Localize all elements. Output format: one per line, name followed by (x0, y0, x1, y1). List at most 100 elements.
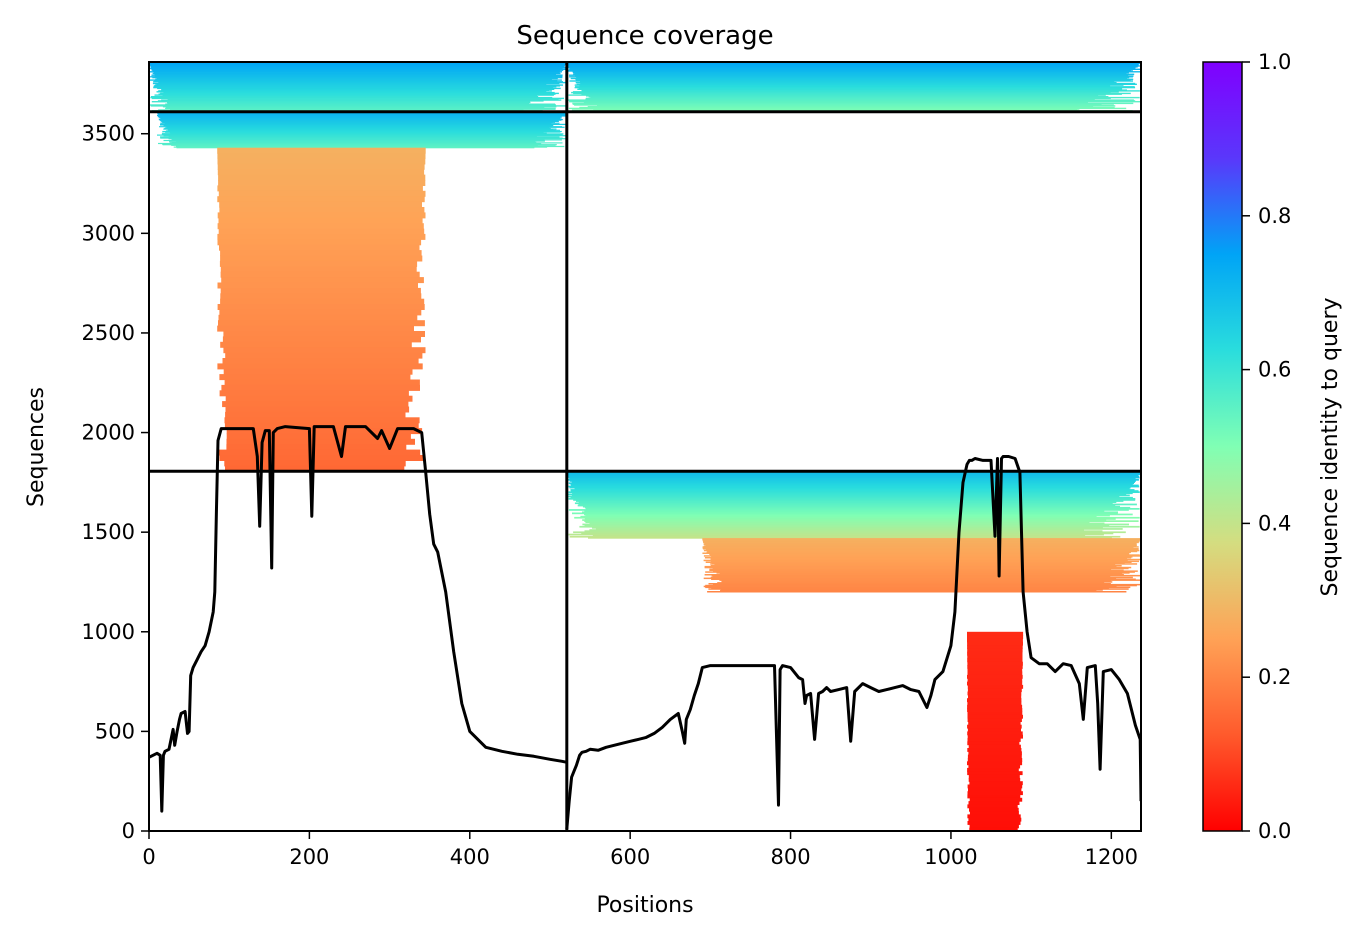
coverage-row (712, 583, 1141, 586)
coverage-row (567, 473, 1141, 476)
coverage-row (967, 671, 1023, 676)
coverage-row (568, 107, 1127, 110)
coverage-row (967, 674, 1023, 679)
coverage-row (220, 271, 420, 278)
coverage-row (967, 698, 1022, 703)
coverage-row (172, 138, 545, 140)
coverage-row (703, 541, 1139, 544)
coverage-row (968, 801, 1020, 805)
coverage-row (568, 94, 1106, 96)
coverage-row (217, 185, 423, 192)
coverage-row (720, 589, 1103, 591)
coverage-row (967, 784, 1023, 789)
coverage-row (711, 562, 1125, 564)
coverage-row (703, 543, 1137, 545)
coverage-row (968, 764, 1021, 769)
coverage-row (167, 129, 560, 131)
coverage-row (584, 510, 1105, 512)
y-tick-label: 1000 (82, 620, 135, 644)
coverage-row (709, 569, 1124, 571)
coverage-row (705, 561, 1132, 563)
coverage-block (702, 538, 1141, 593)
coverage-row (573, 73, 1135, 75)
coverage-row (969, 824, 1019, 829)
coverage-row (218, 320, 425, 327)
coverage-row (968, 787, 1022, 792)
coverage-row (967, 661, 1023, 666)
coverage-row (570, 483, 1133, 486)
coverage-row (167, 98, 559, 100)
coverage-row (592, 527, 1103, 529)
coverage-row (218, 228, 425, 235)
x-tick-label: 0 (142, 845, 155, 869)
coverage-row (585, 98, 1095, 100)
coverage-row (150, 96, 539, 98)
coverage-row (570, 496, 1133, 499)
coverage-row (967, 718, 1022, 722)
coverage-row (570, 489, 1135, 491)
coverage-row (577, 88, 1123, 90)
coverage-row (969, 811, 1019, 815)
coverage-row (217, 147, 426, 154)
coverage-row (153, 86, 557, 88)
coverage-row (152, 76, 563, 79)
coverage-row (572, 492, 1133, 495)
coverage-row (967, 681, 1023, 686)
coverage-row (217, 158, 426, 165)
coverage-row (588, 96, 1109, 98)
coverage-row (705, 586, 1131, 589)
coverage-row (226, 433, 411, 440)
coverage-row (571, 494, 1130, 497)
coverage-row (567, 65, 1140, 67)
colorbar (1202, 61, 1243, 832)
coverage-row (567, 63, 1139, 66)
coverage-row (967, 761, 1023, 766)
coverage-row (171, 144, 538, 146)
coverage-row (225, 352, 423, 359)
coverage-row (595, 528, 1123, 530)
coverage-row (708, 583, 1111, 585)
coverage-row (572, 103, 1102, 105)
coverage-block (157, 111, 567, 149)
coverage-row (156, 91, 547, 93)
coverage-row (576, 83, 1137, 85)
coverage-row (967, 748, 1022, 752)
coverage-row (153, 72, 560, 74)
coverage-row (572, 91, 1119, 93)
coverage-row (567, 474, 1139, 477)
coverage-row (153, 85, 561, 87)
coverage-row (574, 104, 1114, 106)
coverage-row (217, 212, 426, 219)
coverage-row (569, 477, 1136, 480)
y-tick-label: 2500 (82, 321, 135, 345)
coverage-row (218, 314, 418, 321)
coverage-row (158, 117, 561, 119)
coverage-row (573, 499, 1136, 501)
coverage-row (157, 100, 544, 102)
coverage-row (704, 565, 1117, 568)
coverage-row (217, 163, 425, 170)
coverage-row (162, 95, 537, 97)
coverage-block (217, 147, 426, 472)
coverage-row (217, 223, 424, 230)
coverage-row (579, 106, 1115, 109)
coverage-row (587, 106, 1094, 108)
coverage-row (571, 109, 1080, 111)
coverage-row (151, 97, 565, 100)
coverage-row (710, 554, 1140, 556)
coverage-row (165, 103, 556, 105)
coverage-row (703, 577, 1117, 580)
coverage-row (592, 534, 1086, 537)
coverage-row (703, 545, 1137, 547)
coverage-row (567, 99, 1134, 101)
coverage-row (217, 304, 425, 310)
coverage-row (707, 591, 1127, 593)
coverage-row (218, 174, 426, 181)
coverage-row (575, 86, 1135, 88)
colorbar-tick-label: 0.6 (1258, 358, 1291, 382)
coverage-row (567, 70, 1133, 72)
coverage-row (704, 542, 1137, 545)
coverage-row (580, 82, 1136, 85)
coverage-row (218, 190, 426, 197)
coverage-row (219, 455, 426, 461)
